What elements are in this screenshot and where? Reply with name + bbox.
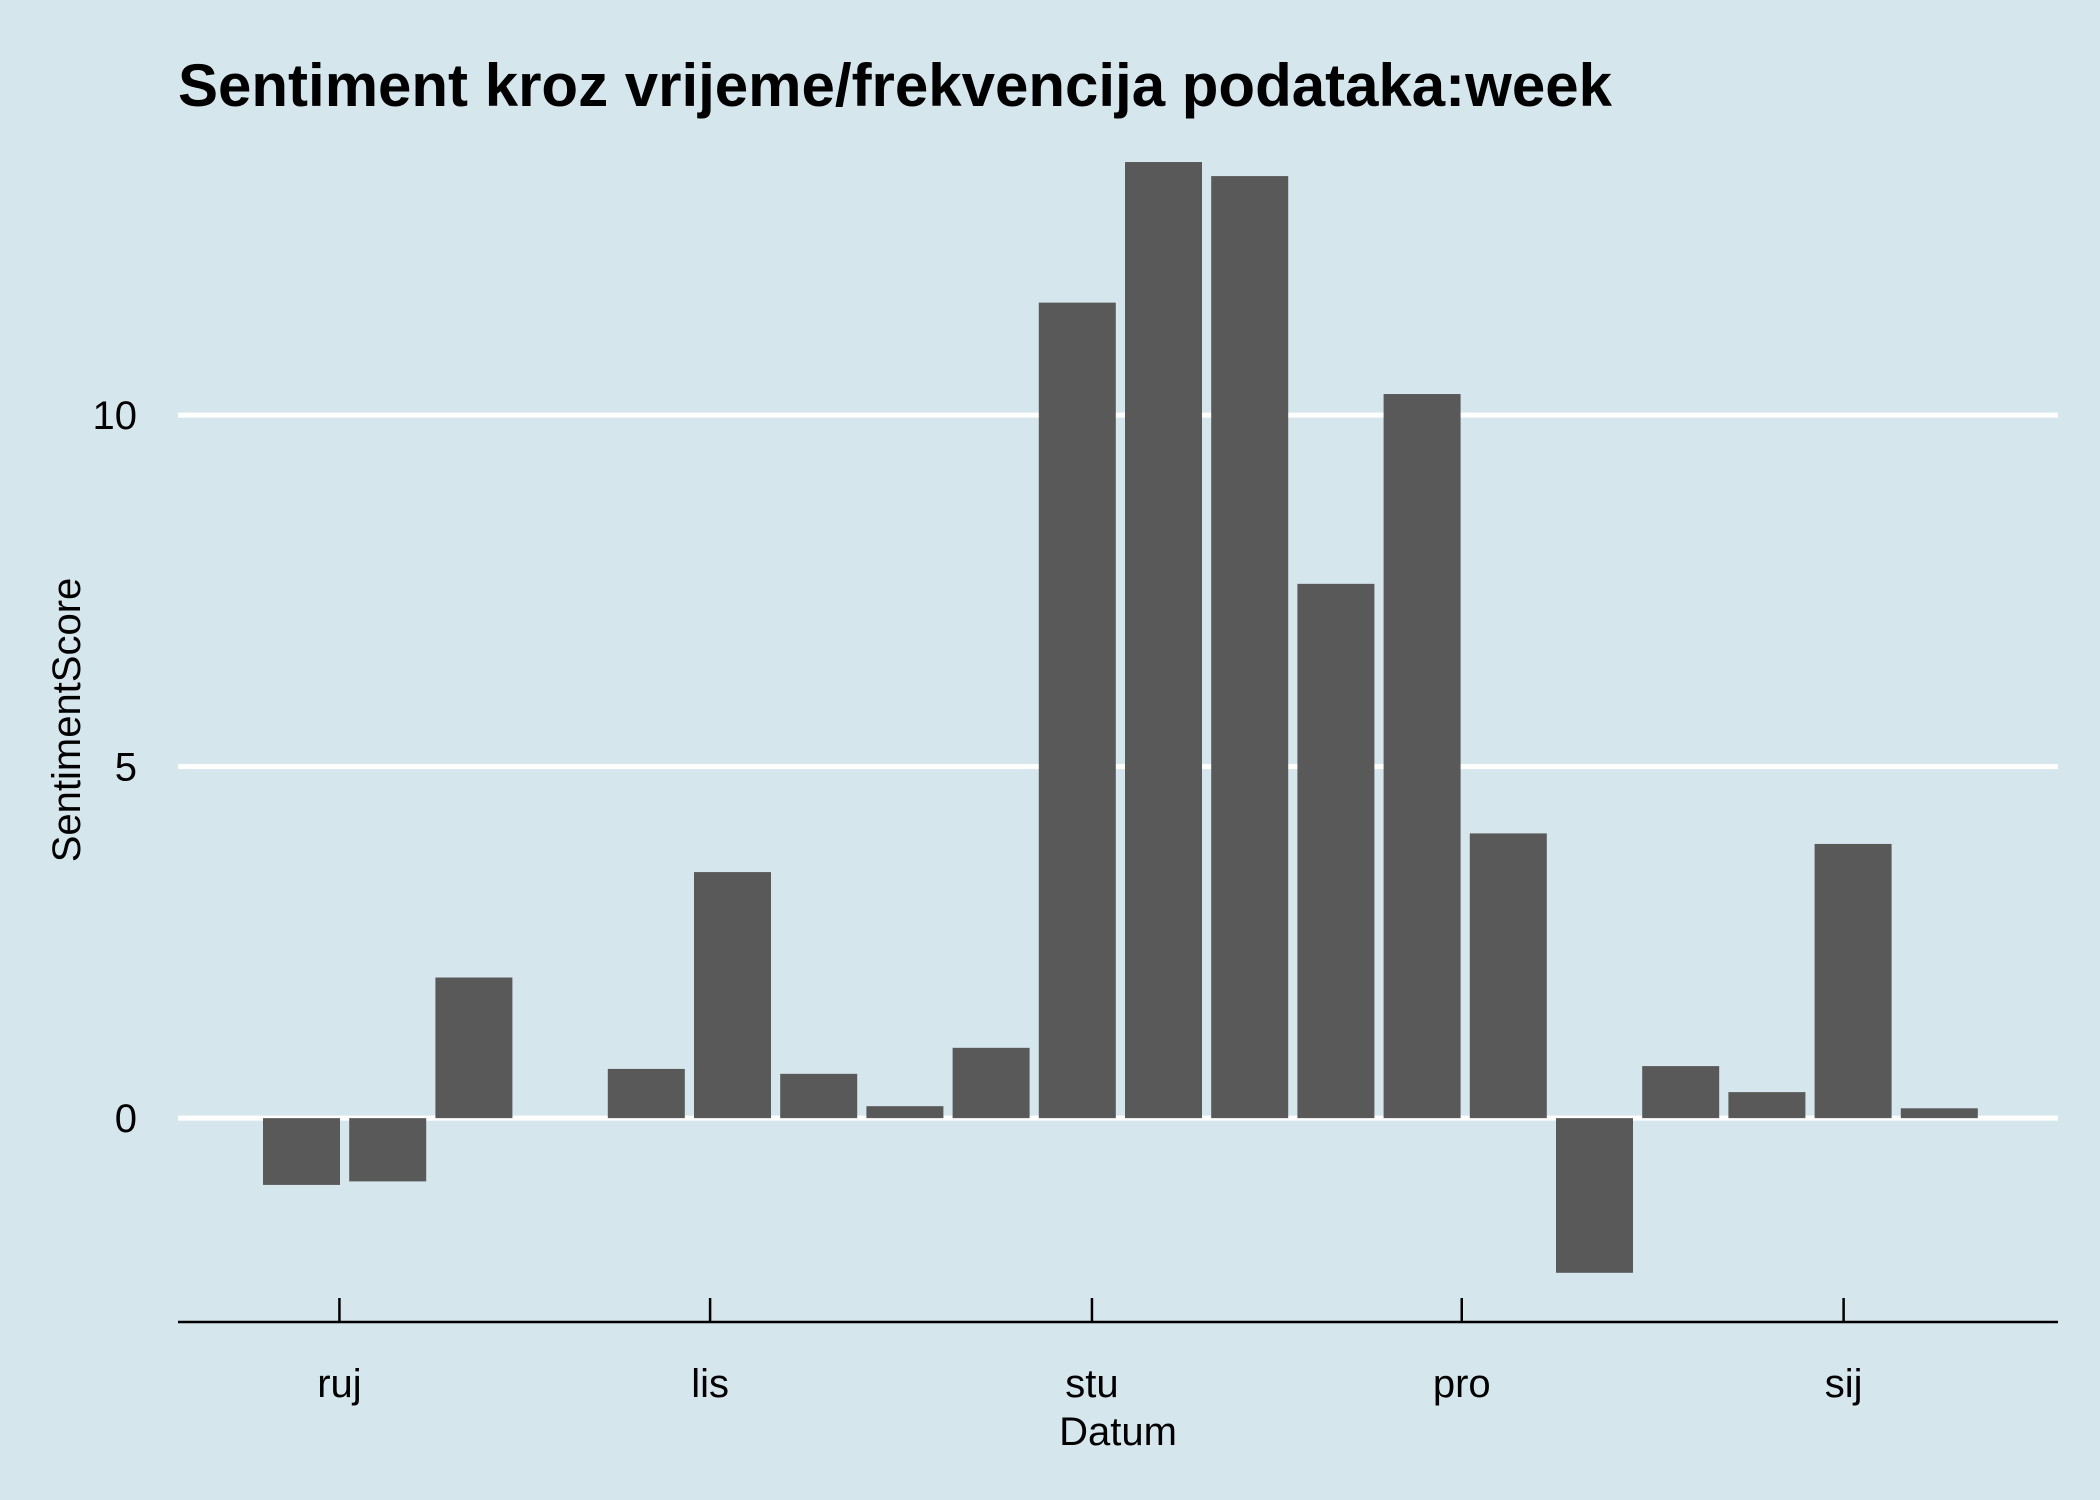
bar-week-9 xyxy=(952,1047,1030,1119)
y-axis-title: SentimentScore xyxy=(45,578,89,863)
bar-week-8 xyxy=(866,1106,944,1119)
x-tick-label-pro: pro xyxy=(1433,1362,1491,1406)
x-tick-label-lis: lis xyxy=(691,1362,729,1406)
chart-title: Sentiment kroz vrijeme/frekvencija podat… xyxy=(178,52,1613,119)
bar-week-14 xyxy=(1383,394,1461,1119)
bar-week-1 xyxy=(263,1118,340,1185)
bar-week-6 xyxy=(694,872,771,1119)
y-tick-label-10: 10 xyxy=(93,394,138,438)
bar-week-17 xyxy=(1642,1066,1720,1119)
y-axis-tick-labels: 0 5 10 xyxy=(93,394,138,1141)
bar-week-3 xyxy=(435,977,513,1119)
bar-week-15 xyxy=(1469,833,1547,1119)
bars xyxy=(263,162,1978,1273)
x-axis-title: Datum xyxy=(1059,1410,1177,1454)
x-axis-ticks: ruj lis stu pro sij xyxy=(317,1298,1863,1406)
x-tick-label-stu: stu xyxy=(1065,1362,1118,1406)
y-tick-label-5: 5 xyxy=(115,746,137,790)
bar-week-16 xyxy=(1556,1118,1633,1273)
bar-week-12 xyxy=(1211,176,1289,1119)
bar-week-5 xyxy=(607,1068,685,1119)
x-tick-label-sij: sij xyxy=(1825,1362,1863,1406)
bar-week-13 xyxy=(1297,583,1375,1119)
bar-week-2 xyxy=(349,1118,427,1182)
x-tick-label-ruj: ruj xyxy=(317,1362,361,1406)
bar-week-18 xyxy=(1728,1092,1806,1119)
bar-week-7 xyxy=(780,1073,858,1119)
bar-week-10 xyxy=(1038,302,1116,1119)
y-tick-label-0: 0 xyxy=(115,1097,137,1141)
bar-week-11 xyxy=(1125,162,1202,1119)
bar-week-20 xyxy=(1900,1108,1978,1119)
bar-week-19 xyxy=(1814,843,1892,1119)
